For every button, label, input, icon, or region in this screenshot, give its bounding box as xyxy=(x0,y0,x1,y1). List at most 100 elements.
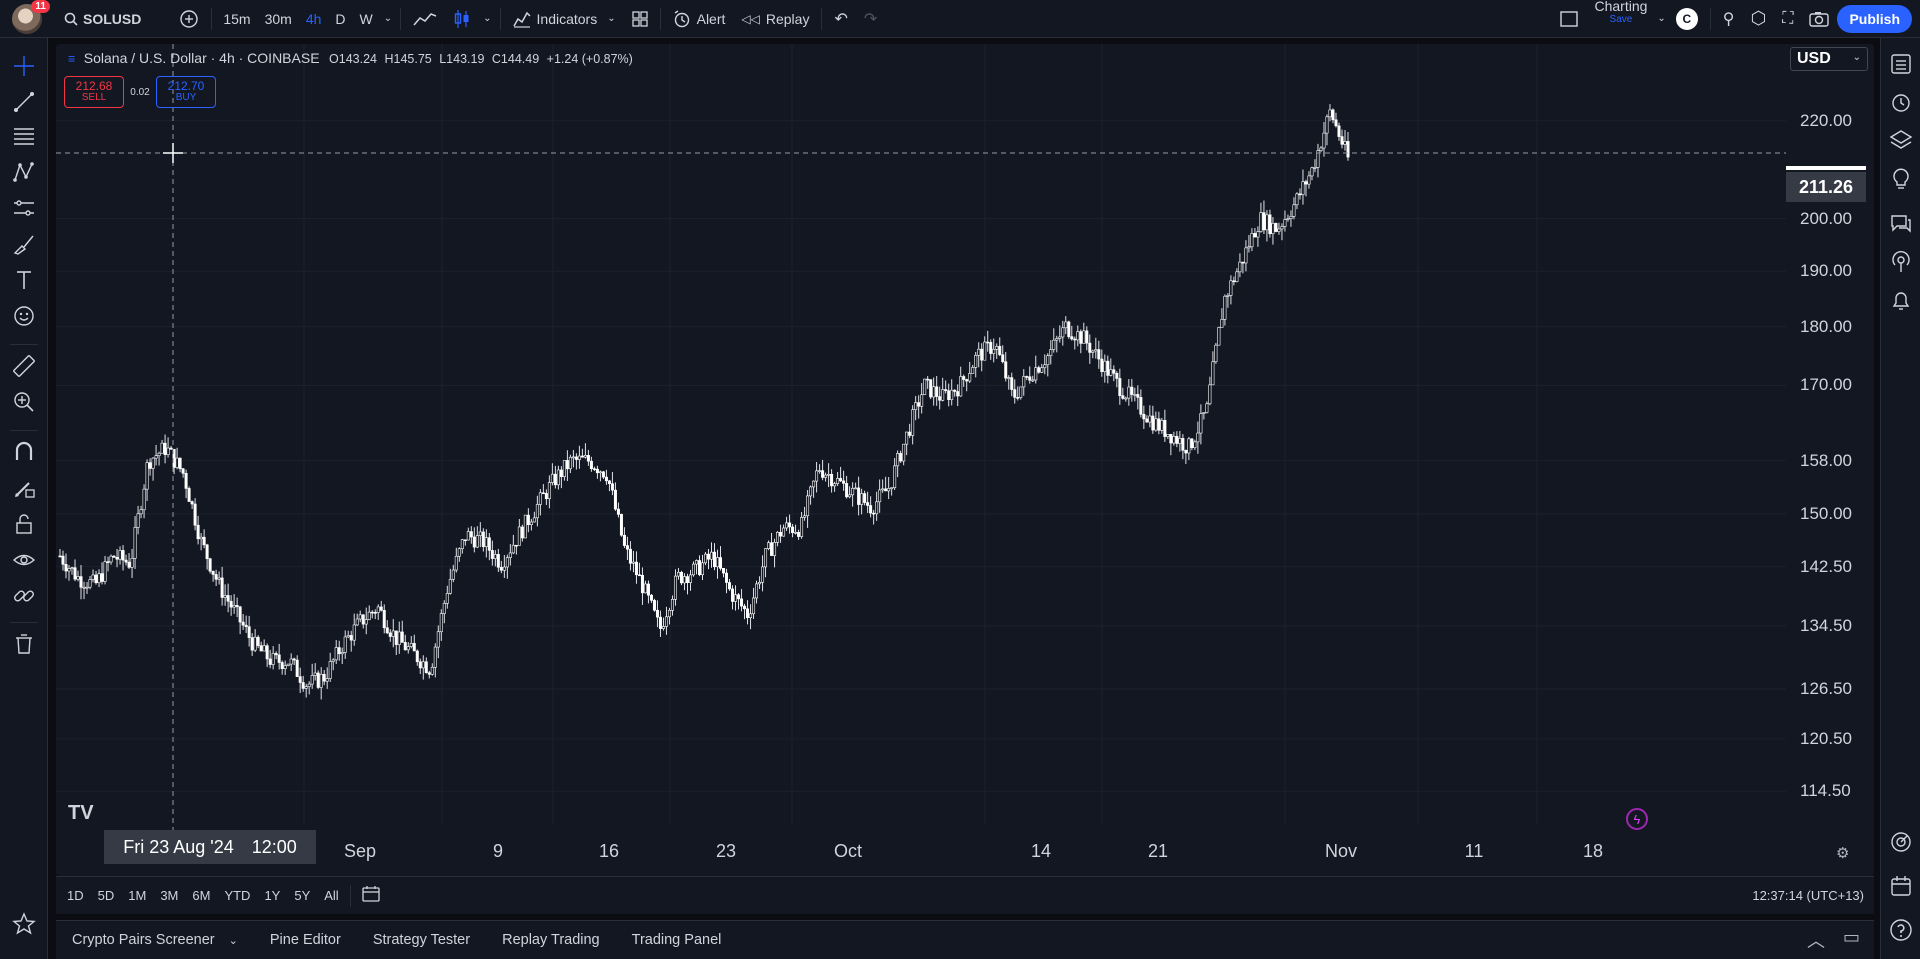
buy-button[interactable]: 212.70 BUY xyxy=(156,76,216,108)
publish-button[interactable]: Publish xyxy=(1837,4,1912,33)
snapshot-button[interactable] xyxy=(1801,0,1837,38)
range-6m[interactable]: 6M xyxy=(192,888,211,903)
tab-crypto-pairs-screener[interactable]: Crypto Pairs Screener ⌄ xyxy=(56,932,254,948)
ideas-button[interactable] xyxy=(1889,166,1913,190)
templates-button[interactable] xyxy=(624,0,656,38)
range-1m[interactable]: 1M xyxy=(128,888,147,903)
redo-button[interactable]: ↷ xyxy=(856,0,885,38)
measure-tool[interactable] xyxy=(12,354,36,378)
candle xyxy=(115,548,119,568)
interval-30m[interactable]: 30m xyxy=(264,10,292,27)
chart-settings-icon[interactable]: ⚙ xyxy=(1836,845,1850,862)
layout-dropdown[interactable]: ⌄ xyxy=(1655,0,1667,38)
line-chart-type-button[interactable] xyxy=(405,0,445,38)
trend-line-tool[interactable] xyxy=(12,90,36,114)
symbol-search[interactable]: SOLUSD xyxy=(56,0,149,38)
text-tool[interactable] xyxy=(12,268,36,292)
quick-search-button[interactable]: ⚲ xyxy=(1715,0,1743,38)
interval-d[interactable]: D xyxy=(335,10,346,27)
range-1y[interactable]: 1Y xyxy=(264,888,281,903)
goto-date-button[interactable] xyxy=(355,885,387,906)
range-5y[interactable]: 5Y xyxy=(294,888,311,903)
legend-menu-icon[interactable]: ≡ xyxy=(68,52,76,66)
candle xyxy=(1205,401,1209,414)
alert-button[interactable]: Alert xyxy=(665,0,734,38)
maximize-panel-icon[interactable]: ▭ xyxy=(1842,927,1860,947)
candle xyxy=(977,342,981,368)
tab-replay-trading[interactable]: Replay Trading xyxy=(502,932,600,948)
chart-type-dropdown[interactable]: ⌄ xyxy=(479,0,495,38)
range-5d[interactable]: 5D xyxy=(97,888,115,903)
interval-w[interactable]: W xyxy=(359,10,373,27)
alerts-panel-button[interactable] xyxy=(1889,90,1913,114)
candle xyxy=(196,515,200,545)
interval-15m[interactable]: 15m xyxy=(223,10,251,27)
interval-dropdown[interactable]: ⌄ xyxy=(380,0,396,38)
crosshair-tool[interactable] xyxy=(12,54,36,78)
link-tool[interactable] xyxy=(12,584,36,608)
candle xyxy=(773,538,777,568)
candle xyxy=(1136,385,1140,410)
help-button[interactable] xyxy=(1889,918,1913,942)
hide-drawings-tool[interactable] xyxy=(12,548,36,572)
dom-button[interactable] xyxy=(1889,830,1913,854)
candle xyxy=(1223,294,1227,326)
indicators-button[interactable]: Indicators ⌄ xyxy=(505,0,624,38)
chart-pane[interactable]: ≡ Solana / U.S. Dollar · 4h · COINBASE O… xyxy=(56,44,1874,876)
streams-button[interactable] xyxy=(1889,250,1913,274)
chat-bubbles-icon xyxy=(1891,215,1911,233)
undo-button[interactable]: ↶ xyxy=(826,0,855,38)
tab-trading-panel[interactable]: Trading Panel xyxy=(631,932,722,948)
candlestick-chart[interactable] xyxy=(56,44,1874,876)
range-3m[interactable]: 3M xyxy=(160,888,179,903)
fib-retracement-tool[interactable] xyxy=(12,124,36,148)
sell-button[interactable]: 212.68 SELL xyxy=(64,76,124,108)
candle xyxy=(866,491,870,513)
lock-drawings-tool[interactable] xyxy=(12,512,36,536)
remove-drawings-tool[interactable] xyxy=(12,632,36,656)
notifications-button[interactable] xyxy=(1889,288,1913,312)
emoji-tool[interactable] xyxy=(12,304,36,328)
clock-timezone[interactable]: 12:37:14 (UTC+13) xyxy=(1752,888,1864,903)
interval-4h[interactable]: 4h xyxy=(305,10,322,27)
currency-select[interactable]: USD ⌄ xyxy=(1790,47,1868,71)
candle xyxy=(878,479,882,513)
legend-title[interactable]: Solana / U.S. Dollar · 4h · COINBASE xyxy=(83,50,320,66)
range-ytd[interactable]: YTD xyxy=(224,888,251,903)
settings-button[interactable]: ⬡ xyxy=(1743,0,1775,38)
magnet-tool[interactable] xyxy=(12,440,36,464)
watchlist-button[interactable] xyxy=(1889,52,1913,76)
range-1d[interactable]: 1D xyxy=(67,888,84,903)
zoom-tool[interactable] xyxy=(12,390,36,414)
object-tree-button[interactable] xyxy=(1889,128,1913,152)
pattern-tool[interactable] xyxy=(12,160,36,184)
compare-symbol-button[interactable] xyxy=(171,0,207,38)
layout-name-button[interactable]: Charting Save xyxy=(1586,0,1655,38)
tab-pine-editor[interactable]: Pine Editor xyxy=(269,932,341,948)
candle xyxy=(565,450,569,482)
account-button[interactable]: C xyxy=(1668,0,1706,38)
layout-toggle-button[interactable] xyxy=(1552,0,1586,38)
collapse-panel-icon[interactable]: ︿ xyxy=(1806,931,1825,951)
brush-tool[interactable] xyxy=(12,232,36,256)
chats-button[interactable] xyxy=(1889,212,1913,236)
replay-button[interactable]: ◁◁ Replay xyxy=(733,0,817,38)
divider xyxy=(821,7,823,30)
tab-strategy-tester[interactable]: Strategy Tester xyxy=(372,932,471,948)
candle xyxy=(448,568,452,595)
candle xyxy=(905,431,909,456)
price-tick-label: 120.50 xyxy=(1800,728,1852,748)
candle-chart-type-button[interactable] xyxy=(445,0,479,38)
favorites-tool[interactable] xyxy=(12,912,36,936)
candle xyxy=(833,481,837,492)
candle xyxy=(286,663,290,667)
keep-drawing-tool[interactable] xyxy=(12,476,36,500)
tradingview-logo[interactable]: TV xyxy=(68,802,94,824)
fullscreen-button[interactable]: ⛶ xyxy=(1774,0,1801,38)
calendar-button[interactable] xyxy=(1889,874,1913,898)
candle xyxy=(1220,308,1224,328)
forecasting-tool[interactable] xyxy=(12,196,36,220)
user-avatar[interactable]: 11 xyxy=(12,0,50,34)
lightning-icon[interactable]: ϟ xyxy=(1626,808,1648,830)
range-all[interactable]: All xyxy=(324,888,339,903)
